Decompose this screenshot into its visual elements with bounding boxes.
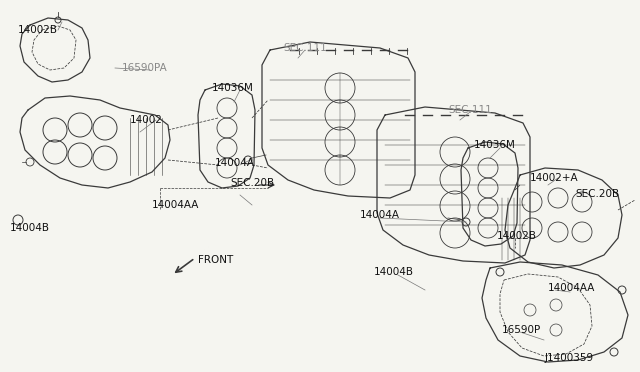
Text: 14002: 14002 [130, 115, 163, 125]
Text: FRONT: FRONT [198, 255, 233, 265]
Text: 14004B: 14004B [374, 267, 414, 277]
Text: 14002+A: 14002+A [530, 173, 579, 183]
Text: 14004B: 14004B [10, 223, 50, 233]
Text: 14036M: 14036M [212, 83, 254, 93]
Text: 14004A: 14004A [215, 158, 255, 168]
Text: 14002B: 14002B [497, 231, 537, 241]
Text: 14002B: 14002B [18, 25, 58, 35]
Text: 14004A: 14004A [360, 210, 400, 220]
Text: 16590PA: 16590PA [122, 63, 168, 73]
Text: SEC.111: SEC.111 [448, 105, 492, 115]
Text: SEC.20B: SEC.20B [575, 189, 619, 199]
Text: 14004AA: 14004AA [548, 283, 595, 293]
Text: SEC.111: SEC.111 [283, 43, 327, 53]
Text: J1400359: J1400359 [545, 353, 594, 363]
Text: 16590P: 16590P [502, 325, 541, 335]
Text: SEC.20B: SEC.20B [230, 178, 274, 188]
Text: 14004AA: 14004AA [152, 200, 200, 210]
Text: 14036M: 14036M [474, 140, 516, 150]
